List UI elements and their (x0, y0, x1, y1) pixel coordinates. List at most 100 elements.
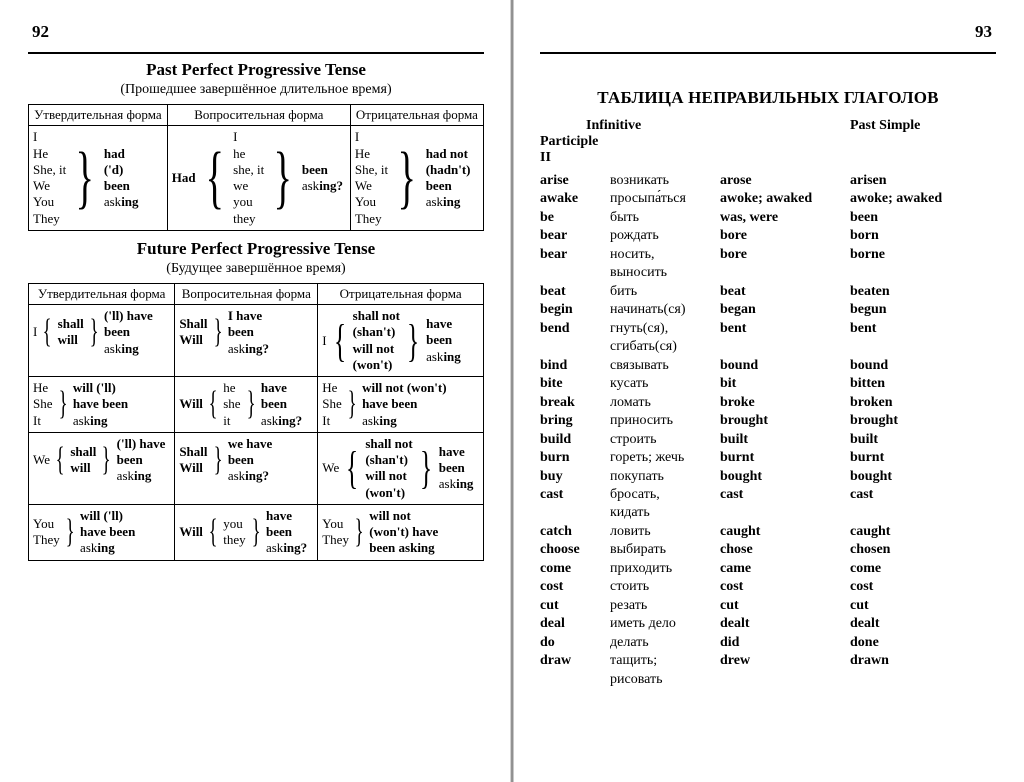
verb-cell: begun (850, 301, 970, 319)
verb-cell (850, 264, 970, 282)
verb-cell: ловить (610, 523, 720, 541)
verb-cell: built (850, 431, 970, 449)
top-rule (28, 52, 484, 54)
right-title: ТАБЛИЦА НЕПРАВИЛЬНЫХ ГЛАГОЛОВ (540, 88, 996, 108)
verb-cell: cast (850, 486, 970, 504)
verb-cell: сгибать(ся) (610, 338, 720, 356)
cell-negative: I He She, it We You They } had not (hadn… (350, 126, 483, 231)
section1-subtitle: (Прошедшее завершённое длительное время) (28, 82, 484, 98)
verb-cell: began (720, 301, 850, 319)
verb-cell: begin (540, 301, 610, 319)
verb-cell: гореть; жечь (610, 449, 720, 467)
verb-cell: возникать (610, 172, 720, 190)
verb-cell: bought (850, 468, 970, 486)
verb-row: beбытьwas, werebeen (540, 209, 996, 227)
top-rule (540, 52, 996, 54)
verb-cell: cast (540, 486, 610, 504)
cell: Will { hesheit } havebeenasking? (175, 377, 318, 433)
cell: We { shallwill } ('ll) havebeenasking (29, 432, 175, 504)
verb-cell: кидать (610, 504, 720, 522)
verb-cell: arisen (850, 172, 970, 190)
verb-cell: caught (720, 523, 850, 541)
col-pp: Participle II (540, 134, 610, 166)
page-right: 93 ТАБЛИЦА НЕПРАВИЛЬНЫХ ГЛАГОЛОВ Infinit… (512, 0, 1024, 782)
col-header: Вопросительная форма (167, 105, 350, 126)
cell: HeSheIt } will ('ll)have beenasking (29, 377, 175, 433)
verb-cell (720, 338, 850, 356)
verb-cell: awake (540, 190, 610, 208)
verb-cell: draw (540, 652, 610, 670)
verb-cell: cut (540, 597, 610, 615)
verb-cell: cost (850, 578, 970, 596)
verb-cell: bind (540, 357, 610, 375)
verb-cell: bound (720, 357, 850, 375)
verb-cell: bought (720, 468, 850, 486)
verb-cell: dealt (850, 615, 970, 633)
verb-cell: bend (540, 320, 610, 338)
verb-cell: приносить (610, 412, 720, 430)
verb-cell: chose (720, 541, 850, 559)
verb-cell: приходить (610, 560, 720, 578)
page-number-left: 92 (32, 22, 49, 42)
verb-cell: awoke; awaked (720, 190, 850, 208)
verb-row: bringприноситьbroughtbrought (540, 412, 996, 430)
page-left: 92 Past Perfect Progressive Tense (Проше… (0, 0, 512, 782)
verb-cell: bite (540, 375, 610, 393)
verb-row: doделатьdiddone (540, 634, 996, 652)
verb-cell: покупать (610, 468, 720, 486)
cell: HeSheIt } will not (won't)have beenaskin… (318, 377, 484, 433)
cell: YouThey } will ('ll)have beenasking (29, 504, 175, 560)
section1-title: Past Perfect Progressive Tense (28, 60, 484, 80)
verb-cell: делать (610, 634, 720, 652)
verb-cell: built (720, 431, 850, 449)
verb-cell: do (540, 634, 610, 652)
verb-cell: deal (540, 615, 610, 633)
verb-cell: bear (540, 227, 610, 245)
verb-cell (540, 504, 610, 522)
verb-cell: arise (540, 172, 610, 190)
verb-cell: рождать (610, 227, 720, 245)
verb-cell: choose (540, 541, 610, 559)
verb-cell: носить, (610, 246, 720, 264)
verb-row: bindсвязыватьboundbound (540, 357, 996, 375)
verb-cell: bear (540, 246, 610, 264)
verb-cell: bound (850, 357, 970, 375)
verb-cell: arose (720, 172, 850, 190)
verb-cell: broke (720, 394, 850, 412)
verb-cell: cost (540, 578, 610, 596)
verb-cell: cut (720, 597, 850, 615)
verb-cell: brought (720, 412, 850, 430)
verb-row: bearрождатьboreborn (540, 227, 996, 245)
book-spread: 92 Past Perfect Progressive Tense (Проше… (0, 0, 1024, 782)
verb-cell: bitten (850, 375, 970, 393)
verb-cell: кусать (610, 375, 720, 393)
verb-cell (720, 671, 850, 689)
verb-row: dealиметь делоdealtdealt (540, 615, 996, 633)
verb-row: beatбитьbeatbeaten (540, 283, 996, 301)
verb-row: costстоитьcostcost (540, 578, 996, 596)
col-header: Вопросительная форма (175, 283, 318, 304)
verb-row: awakeпросыпа́тьсяawoke; awakedawoke; awa… (540, 190, 996, 208)
verb-cell (850, 671, 970, 689)
verb-cell: связывать (610, 357, 720, 375)
verb-cell: burnt (720, 449, 850, 467)
verb-row: выносить (540, 264, 996, 282)
verb-cell: beat (540, 283, 610, 301)
col-header: Отрицательная форма (350, 105, 483, 126)
cell: Will { youthey } havebeenasking? (175, 504, 318, 560)
verb-cell: be (540, 209, 610, 227)
verb-cell: иметь дело (610, 615, 720, 633)
cell: We { shall not(shan't)will not(won't) } … (318, 432, 484, 504)
verb-cell: chosen (850, 541, 970, 559)
verb-row: cutрезатьcutcut (540, 597, 996, 615)
verb-cell: bore (720, 227, 850, 245)
verb-cell: cost (720, 578, 850, 596)
verb-row: comeприходитьcamecome (540, 560, 996, 578)
verb-cell: bore (720, 246, 850, 264)
verb-row: burnгореть; жечьburntburnt (540, 449, 996, 467)
verb-cell: гнуть(ся), (610, 320, 720, 338)
verb-cell: been (850, 209, 970, 227)
verb-cell: done (850, 634, 970, 652)
cell: ShallWill } we havebeenasking? (175, 432, 318, 504)
verb-cell: come (540, 560, 610, 578)
